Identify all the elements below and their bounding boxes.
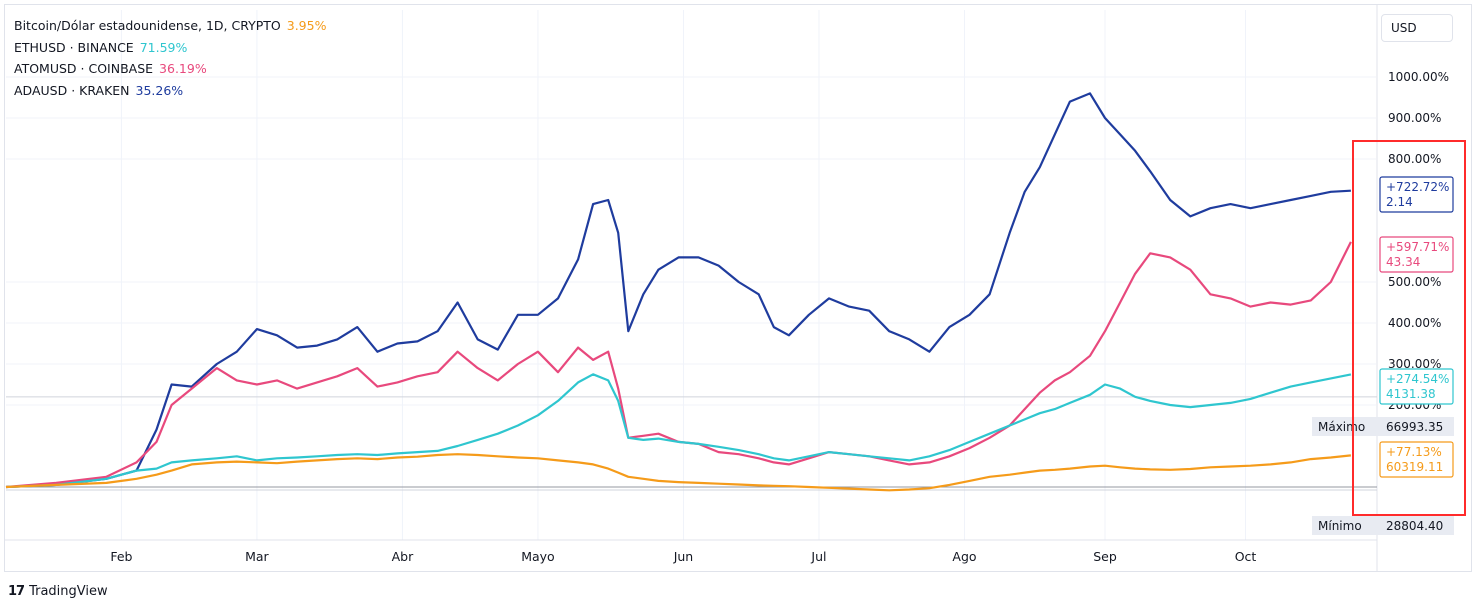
series-line-0	[5, 92, 1351, 489]
legend-item-ada[interactable]: ADAUSD · KRAKEN 35.26%	[14, 80, 326, 102]
y-tick-label: 500.00%	[1388, 275, 1441, 289]
legend-label: ATOMUSD · COINBASE	[14, 61, 154, 76]
legend-pct: 71.59%	[139, 39, 188, 55]
last-value-price: 60319.11	[1386, 460, 1443, 474]
max-tag-value: 66993.35	[1386, 420, 1443, 434]
currency-button[interactable]: USD	[1381, 14, 1453, 42]
min-tag-value: 28804.40	[1386, 519, 1443, 533]
min-tag-label: Mínimo	[1318, 519, 1362, 533]
max-tag-label: Máximo	[1318, 420, 1365, 434]
last-value-box	[1379, 368, 1454, 405]
x-tick-label: Abr	[392, 549, 414, 564]
last-value-pct: +77.13%	[1386, 445, 1442, 459]
legend-item-eth[interactable]: ETHUSD · BINANCE 71.59%	[14, 37, 326, 59]
series-line-1	[5, 241, 1352, 489]
x-tick-label: Jul	[810, 549, 826, 564]
min-tag-bg	[1312, 516, 1454, 535]
last-value-pct: +274.54%	[1386, 372, 1449, 386]
legend-pct: 35.26%	[135, 82, 184, 98]
y-tick-label: 800.00%	[1388, 152, 1441, 166]
chart-legend: Bitcoin/Dólar estadounidense, 1D, CRYPTO…	[14, 15, 326, 101]
last-value-price: 4131.38	[1386, 387, 1436, 401]
y-tick-label: 1000.00%	[1388, 70, 1449, 84]
legend-item-atom[interactable]: ATOMUSD · COINBASE 36.19%	[14, 58, 326, 80]
series-line-2	[5, 373, 1352, 489]
legend-item-btc[interactable]: Bitcoin/Dólar estadounidense, 1D, CRYPTO…	[14, 15, 326, 37]
last-value-box	[1379, 176, 1454, 213]
highlight-box	[1352, 140, 1466, 516]
legend-label: ADAUSD · KRAKEN	[14, 82, 130, 98]
x-tick-label: Mar	[245, 549, 269, 564]
y-tick-label: 300.00%	[1388, 357, 1441, 371]
tradingview-logo[interactable]: 17 TradingView	[8, 584, 108, 599]
max-tag-bg	[1312, 417, 1454, 436]
legend-label: ETHUSD · BINANCE	[14, 39, 134, 55]
legend-label: Bitcoin/Dólar estadounidense, 1D, CRYPTO	[14, 18, 281, 33]
x-tick-label: Feb	[110, 549, 132, 564]
series-line-3	[5, 453, 1352, 492]
x-tick-label: Jun	[673, 549, 694, 564]
legend-pct: 3.95%	[286, 18, 327, 33]
chart-frame	[4, 4, 1472, 572]
x-tick-label: Oct	[1235, 549, 1257, 564]
last-value-price: 2.14	[1386, 195, 1413, 209]
x-tick-label: Sep	[1093, 549, 1117, 564]
last-value-box	[1379, 236, 1454, 273]
last-value-box	[1379, 441, 1454, 478]
tradingview-logo-icon: 17	[8, 584, 25, 599]
x-tick-label: Mayo	[521, 549, 555, 564]
last-value-pct: +722.72%	[1386, 180, 1449, 194]
legend-pct: 36.19%	[159, 61, 207, 76]
tradingview-logo-text: TradingView	[29, 584, 108, 599]
x-tick-label: Ago	[952, 549, 976, 564]
last-value-price: 43.34	[1386, 255, 1420, 269]
last-value-pct: +597.71%	[1386, 240, 1449, 254]
y-tick-label: 400.00%	[1388, 316, 1441, 330]
y-tick-label: 900.00%	[1388, 111, 1441, 125]
